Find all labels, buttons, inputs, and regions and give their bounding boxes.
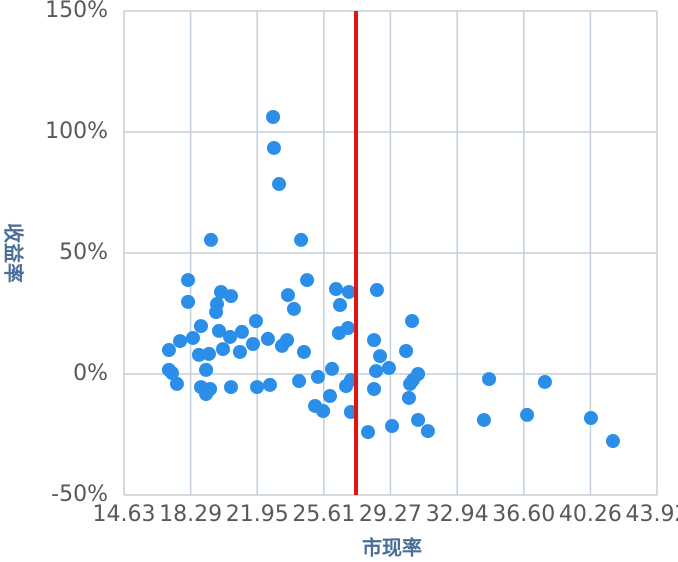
point: [201, 346, 216, 361]
x-tick-label: 21.95: [226, 502, 289, 527]
point: [181, 294, 196, 309]
point: [385, 419, 400, 434]
point: [173, 334, 188, 349]
point: [262, 377, 277, 392]
point: [333, 298, 348, 313]
point: [367, 382, 382, 397]
point: [401, 390, 416, 405]
point: [405, 314, 420, 329]
point: [215, 342, 230, 357]
point: [266, 140, 281, 155]
point: [266, 109, 281, 124]
point: [286, 301, 301, 316]
point: [420, 424, 435, 439]
point: [246, 336, 261, 351]
x-tick-label: 32.94: [426, 502, 489, 527]
point: [223, 329, 238, 344]
point: [260, 331, 275, 346]
y-tick-label: 100%: [45, 119, 108, 144]
point: [411, 412, 426, 427]
x-tick-label: 29.27: [359, 502, 422, 527]
point: [280, 288, 295, 303]
point: [185, 330, 200, 345]
point: [605, 434, 620, 449]
point: [403, 376, 418, 391]
y-tick-label: 150%: [45, 0, 108, 23]
point: [322, 389, 337, 404]
x-tick-label: 40.26: [559, 502, 622, 527]
point: [181, 273, 196, 288]
point: [224, 380, 239, 395]
point: [193, 319, 208, 334]
x-tick-label: 14.63: [93, 502, 156, 527]
point: [373, 349, 388, 364]
point: [316, 404, 331, 419]
y-tick-label: 0%: [73, 361, 108, 386]
point: [367, 333, 382, 348]
x-axis-title: 市现率: [362, 536, 422, 560]
point: [232, 344, 247, 359]
point: [399, 344, 414, 359]
point: [161, 343, 176, 358]
x-tick-label: 36.60: [492, 502, 555, 527]
x-tick-label: 18.29: [159, 502, 222, 527]
x-tick-label: 25.61: [292, 502, 355, 527]
point: [300, 273, 315, 288]
point: [234, 324, 249, 339]
point: [341, 321, 356, 336]
point: [209, 305, 224, 320]
point: [361, 425, 376, 440]
point: [341, 284, 356, 299]
point: [310, 369, 325, 384]
point: [272, 177, 287, 192]
y-axis-title: 收益率: [2, 223, 26, 283]
point: [274, 338, 289, 353]
point: [369, 364, 384, 379]
point: [369, 283, 384, 298]
point: [482, 372, 497, 387]
point: [165, 366, 180, 381]
point: [294, 232, 309, 247]
point: [250, 380, 265, 395]
point: [324, 361, 339, 376]
point: [224, 289, 239, 304]
point: [199, 387, 214, 402]
point: [328, 282, 343, 297]
point: [211, 323, 226, 338]
point: [199, 362, 214, 377]
y-tick-label: 50%: [59, 240, 108, 265]
point: [520, 407, 535, 422]
point: [169, 376, 184, 391]
point: [537, 374, 552, 389]
point: [292, 374, 307, 389]
point: [248, 314, 263, 329]
y-tick-label: -50%: [51, 482, 108, 507]
point: [296, 344, 311, 359]
point: [476, 412, 491, 427]
x-tick-label: 43.92: [626, 502, 678, 527]
point: [381, 360, 396, 375]
point: [203, 232, 218, 247]
point: [583, 411, 598, 426]
